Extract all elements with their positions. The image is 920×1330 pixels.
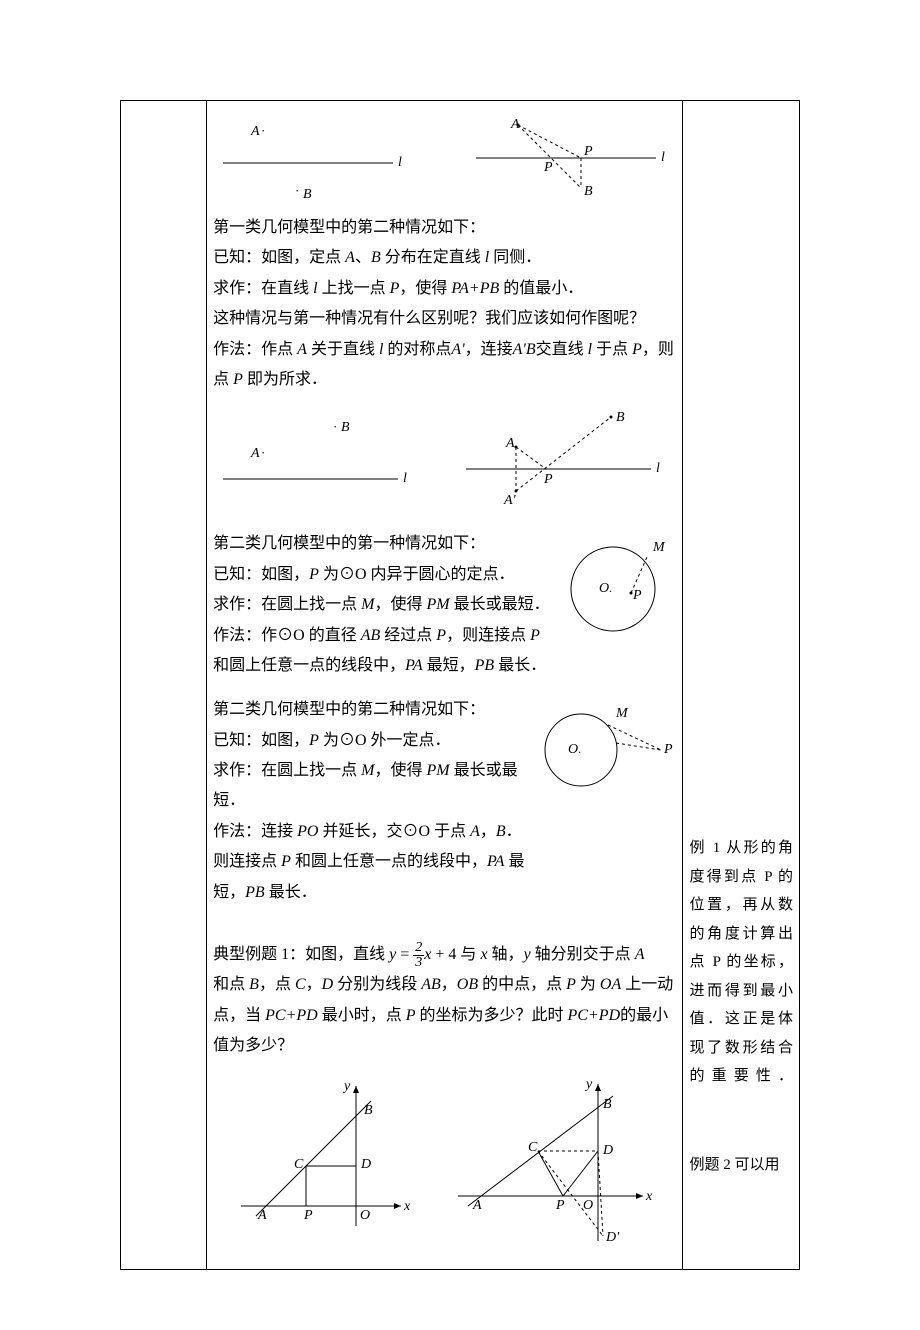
- b1-l3: 求作：在直线 l 上找一点 P，使得 PA+PB 的值最小．: [213, 274, 676, 304]
- fig1-right: l A B P P: [466, 113, 676, 203]
- svg-text:x: x: [403, 1199, 411, 1214]
- svg-text:O: O: [583, 1198, 593, 1213]
- b3-l3: 求作：在圆上找一点 M，使得 PM 最长或最短．: [213, 756, 528, 817]
- svg-text:C: C: [528, 1140, 538, 1155]
- svg-text:A': A': [503, 493, 517, 508]
- svg-text:·: ·: [295, 183, 299, 198]
- b3-l4: 作法：连接 PO 并延长，交⊙O 于点 A，B．则连接点 P 和圆上任意一点的线…: [213, 817, 528, 908]
- svg-text:B: B: [341, 420, 350, 435]
- b4-l1: 典型例题 1：如图，直线 y = 23x + 4 与 x 轴，y 轴分别交于点 …: [213, 940, 676, 970]
- side-note-1: 例 1 从形的角度得到点 P 的位置，再从数的角度计算出点 P 的坐标，进而得到…: [689, 834, 793, 1091]
- fig3-circle: O. P M: [561, 529, 676, 639]
- svg-text:A: A: [505, 436, 515, 451]
- block-2: 第二类几何模型中的第一种情况如下： 已知：如图，P 为⊙O 内异于圆心的定点． …: [213, 529, 553, 681]
- svg-text:l: l: [403, 471, 407, 486]
- svg-text:·: ·: [261, 123, 265, 138]
- block-3: 第二类几何模型中的第二种情况如下： 已知：如图，P 为⊙O 外一定点． 求作：在…: [213, 695, 528, 908]
- fig2-right: l A B A' P: [456, 409, 676, 519]
- fig1-left: A· l ·B: [213, 113, 413, 203]
- svg-text:D: D: [360, 1157, 371, 1172]
- right-column: 例 1 从形的角度得到点 P 的位置，再从数的角度计算出点 P 的坐标，进而得到…: [683, 101, 800, 1270]
- svg-text:A: A: [472, 1198, 482, 1213]
- b2-l2: 已知：如图，P 为⊙O 内异于圆心的定点．: [213, 560, 553, 590]
- b1-l5: 作法：作点 A 关于直线 l 的对称点A'，连接A'B交直线 l 于点 P，则点…: [213, 335, 676, 396]
- svg-text:B: B: [603, 1097, 612, 1112]
- svg-text:D': D': [605, 1230, 620, 1245]
- block-2-wrap: 第二类几何模型中的第一种情况如下： 已知：如图，P 为⊙O 内异于圆心的定点． …: [213, 529, 676, 695]
- block-4: 典型例题 1：如图，直线 y = 23x + 4 与 x 轴，y 轴分别交于点 …: [213, 940, 676, 1062]
- svg-text:.: .: [578, 742, 581, 756]
- block-3-wrap: 第二类几何模型中的第二种情况如下： 已知：如图，P 为⊙O 外一定点． 求作：在…: [213, 695, 676, 922]
- b2-l4: 作法：作⊙O 的直径 AB 经过点 P，则连接点 P和圆上任意一点的线段中，PA…: [213, 621, 553, 682]
- svg-text:B: B: [616, 410, 625, 425]
- svg-text:l: l: [661, 150, 665, 165]
- svg-text:M: M: [652, 540, 666, 555]
- fig5-left: x y B A C D P O: [226, 1076, 416, 1236]
- svg-text:P: P: [543, 160, 553, 175]
- b1-l1: 第一类几何模型中的第二种情况如下：: [213, 213, 676, 243]
- svg-text:l: l: [656, 461, 660, 476]
- svg-text:P: P: [583, 144, 593, 159]
- svg-text:O: O: [599, 581, 609, 596]
- svg-text:y: y: [342, 1079, 351, 1094]
- fig5-right: x y B A C D P O D': [443, 1076, 663, 1251]
- svg-text:C: C: [294, 1157, 304, 1172]
- svg-text:y: y: [584, 1077, 593, 1092]
- svg-text:l: l: [398, 155, 402, 170]
- svg-text:P: P: [555, 1198, 565, 1213]
- figure-row-1: A· l ·B l A B P P: [213, 113, 676, 203]
- b2-l1: 第二类几何模型中的第一种情况如下：: [213, 529, 553, 559]
- page: A· l ·B l A B P P 第一类几何模型中的第二种情况如下： 已知：如…: [0, 0, 920, 1330]
- b4-l2: 和点 B，点 C，D 分别为线段 AB，OB 的中点，点 P 为 OA 上一动点…: [213, 970, 676, 1061]
- fig4-circle: O. M P: [536, 695, 676, 795]
- svg-text:P: P: [303, 1208, 313, 1223]
- svg-text:D: D: [602, 1143, 613, 1158]
- main-column: A· l ·B l A B P P 第一类几何模型中的第二种情况如下： 已知：如…: [207, 101, 683, 1270]
- svg-text:P: P: [632, 588, 642, 603]
- layout-table: A· l ·B l A B P P 第一类几何模型中的第二种情况如下： 已知：如…: [120, 100, 800, 1270]
- svg-text:O: O: [568, 742, 578, 757]
- b3-l2: 已知：如图，P 为⊙O 外一定点．: [213, 726, 528, 756]
- b1-l4: 这种情况与第一种情况有什么区别呢？我们应该如何作图呢？: [213, 304, 676, 334]
- b1-l2: 已知：如图，定点 A、B 分布在定直线 l 同侧．: [213, 243, 676, 273]
- svg-text:B: B: [303, 187, 312, 202]
- b2-l3: 求作：在圆上找一点 M，使得 PM 最长或最短．: [213, 590, 553, 620]
- svg-text:.: .: [609, 581, 612, 595]
- left-column: [121, 101, 207, 1270]
- side-note-2: 例题 2 可以用: [689, 1151, 793, 1180]
- b3-l1: 第二类几何模型中的第二种情况如下：: [213, 695, 528, 725]
- svg-text:M: M: [615, 706, 629, 721]
- figure-row-2: ·B A· l l A B A' P: [213, 409, 676, 519]
- svg-text:P: P: [663, 742, 673, 757]
- svg-text:·: ·: [261, 445, 265, 460]
- svg-text:A: A: [250, 446, 260, 461]
- figure-row-5: x y B A C D P O x y B A C D P O D': [213, 1076, 676, 1251]
- svg-text:B: B: [584, 184, 593, 199]
- fig2-left: ·B A· l: [213, 409, 423, 504]
- svg-text:O: O: [360, 1208, 370, 1223]
- svg-text:A: A: [250, 124, 260, 139]
- block-1: 第一类几何模型中的第二种情况如下： 已知：如图，定点 A、B 分布在定直线 l …: [213, 213, 676, 395]
- svg-text:B: B: [364, 1103, 373, 1118]
- svg-text:·: ·: [333, 419, 337, 434]
- svg-text:A: A: [257, 1208, 267, 1223]
- svg-text:P: P: [543, 472, 553, 487]
- svg-text:x: x: [645, 1189, 653, 1204]
